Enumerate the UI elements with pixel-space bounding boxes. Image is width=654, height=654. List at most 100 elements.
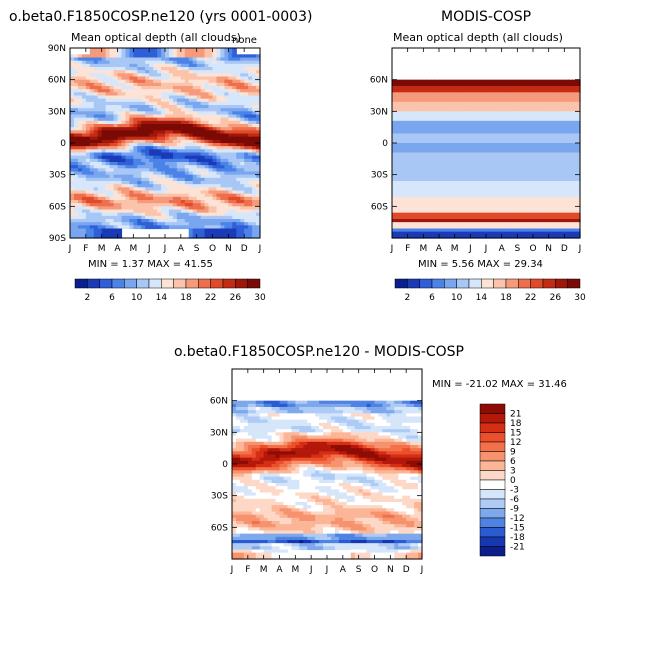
heatmap-cell [85, 70, 91, 74]
heatmap-cell [81, 152, 87, 157]
heatmap-cell [145, 67, 150, 71]
heatmap-cell [168, 54, 174, 59]
heatmap-cell [556, 171, 562, 176]
heatmap-cell [517, 82, 522, 87]
top-left-subtitle: Mean optical depth (all clouds) [71, 31, 241, 44]
heatmap-cell [101, 215, 107, 220]
heatmap-cell [399, 117, 405, 122]
heatmap-cell [505, 105, 511, 109]
heatmap-cell [513, 206, 518, 211]
heatmap-cell [395, 146, 401, 150]
heatmap-cell [403, 120, 409, 125]
heatmap-cell [73, 89, 79, 93]
heatmap-cell [220, 187, 225, 192]
heatmap-cell [165, 108, 170, 112]
heatmap-cell [81, 168, 87, 173]
heatmap-cell [216, 130, 222, 135]
heatmap-cell [77, 79, 83, 84]
heatmap-cell [552, 120, 558, 125]
heatmap-cell [113, 82, 119, 87]
heatmap-cell [73, 212, 79, 217]
heatmap-cell [176, 203, 182, 207]
heatmap-cell [149, 222, 154, 226]
heatmap-cell [145, 187, 150, 192]
heatmap-cell [423, 130, 428, 135]
heatmap-cell [572, 193, 577, 198]
heatmap-cell [442, 184, 448, 188]
heatmap-cell [525, 158, 530, 163]
heatmap-cell [208, 127, 214, 131]
heatmap-cell [446, 111, 452, 116]
heatmap-cell [399, 124, 405, 128]
heatmap-cell [529, 127, 534, 131]
heatmap-cell [157, 187, 162, 192]
heatmap-cell [232, 136, 237, 141]
heatmap-cell [392, 133, 397, 138]
heatmap-cell [70, 108, 75, 112]
heatmap-cell [548, 206, 554, 211]
heatmap-cell [540, 130, 546, 135]
heatmap-cell [220, 222, 225, 226]
heatmap-cell [141, 136, 146, 141]
heatmap-cell [81, 105, 87, 109]
heatmap-cell [403, 203, 409, 207]
heatmap-cell [458, 165, 464, 169]
heatmap-cell [403, 149, 409, 154]
heatmap-cell [232, 63, 237, 68]
heatmap-cell [470, 136, 475, 141]
heatmap-cell [474, 200, 479, 204]
heatmap-cell [435, 146, 440, 150]
heatmap-cell [81, 146, 87, 150]
heatmap-cell [113, 48, 119, 52]
heatmap-cell [256, 89, 261, 93]
heatmap-cell [113, 231, 119, 236]
heatmap-cell [517, 187, 522, 192]
heatmap-cell [419, 193, 424, 198]
heatmap-cell [172, 111, 178, 116]
heatmap-cell [540, 203, 546, 207]
heatmap-cell [117, 215, 123, 220]
heatmap-cell [165, 139, 170, 144]
heatmap-cell [478, 200, 483, 204]
heatmap-cell [564, 101, 569, 106]
heatmap-cell [165, 155, 170, 160]
heatmap-cell [544, 89, 550, 93]
heatmap-cell [399, 187, 405, 192]
heatmap-cell [478, 136, 483, 141]
heatmap-cell [462, 114, 468, 119]
heatmap-cell [89, 155, 95, 160]
heatmap-cell [81, 158, 87, 163]
heatmap-cell [129, 155, 134, 160]
heatmap-cell [168, 120, 174, 125]
heatmap-cell [220, 158, 225, 163]
heatmap-cell [141, 111, 146, 116]
heatmap-cell [248, 165, 253, 169]
heatmap-cell [423, 165, 428, 169]
heatmap-cell [536, 124, 542, 128]
heatmap-cell [556, 86, 562, 90]
heatmap-cell [89, 79, 95, 84]
heatmap-cell [470, 86, 475, 90]
heatmap-cell [540, 111, 546, 116]
heatmap-cell [200, 174, 206, 179]
heatmap-cell [141, 70, 146, 74]
heatmap-cell [478, 89, 483, 93]
heatmap-cell [172, 133, 178, 138]
heatmap-cell [153, 111, 158, 116]
heatmap-cell [216, 67, 222, 71]
heatmap-cell [208, 209, 214, 214]
heatmap-cell [153, 190, 158, 195]
heatmap-cell [552, 215, 558, 220]
heatmap-cell [540, 143, 546, 147]
heatmap-cell [176, 225, 182, 230]
heatmap-cell [454, 149, 460, 154]
heatmap-cell [129, 57, 134, 62]
heatmap-cell [168, 168, 174, 173]
heatmap-cell [419, 215, 424, 220]
heatmap-cell [228, 105, 233, 109]
heatmap-cell [180, 63, 186, 68]
heatmap-cell [204, 130, 210, 135]
heatmap-cell [70, 114, 75, 119]
heatmap-cell [431, 206, 436, 211]
heatmap-cell [216, 48, 222, 52]
